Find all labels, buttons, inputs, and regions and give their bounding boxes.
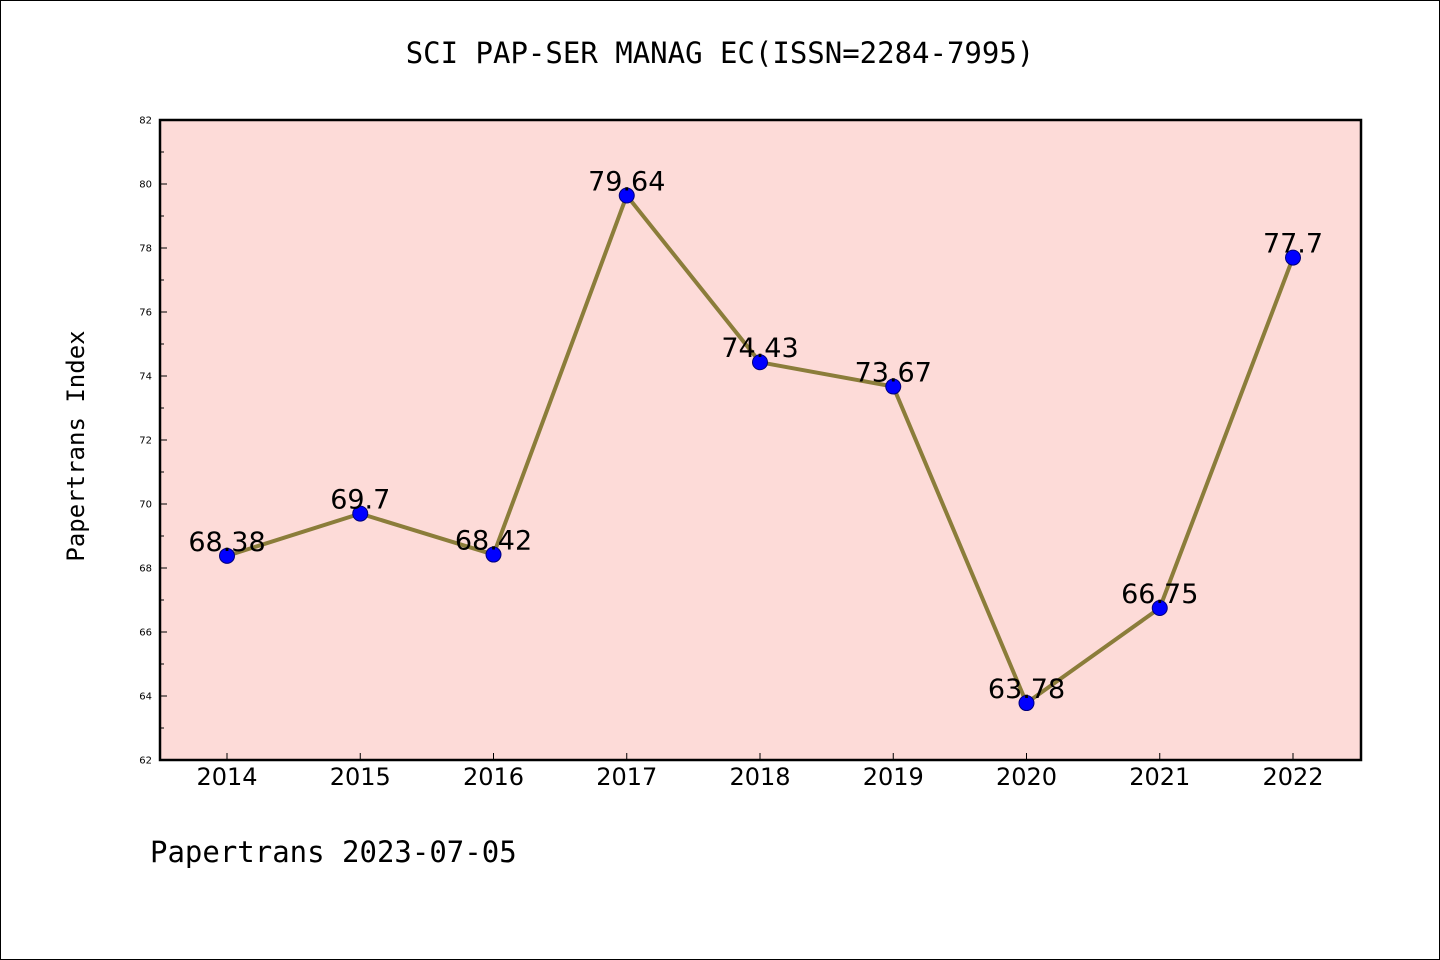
data-label: 66.75 xyxy=(1121,579,1198,610)
data-label: 63.78 xyxy=(988,674,1065,705)
y-tick-label: 62 xyxy=(139,756,152,767)
footer-note: Papertrans 2023-07-05 xyxy=(150,835,517,869)
x-tick-label: 2017 xyxy=(596,763,657,791)
plot-border xyxy=(158,118,1363,762)
y-tick-label: 66 xyxy=(139,628,152,639)
x-tick-label: 2016 xyxy=(463,763,524,791)
data-point xyxy=(618,187,635,204)
data-label: 68.42 xyxy=(455,526,532,557)
chart-title: SCI PAP-SER MANAG EC(ISSN=2284-7995) xyxy=(405,36,1035,70)
x-tick-label: 2020 xyxy=(996,763,1057,791)
plot-area xyxy=(160,120,1361,760)
data-point xyxy=(1285,249,1301,266)
data-point xyxy=(485,546,502,563)
data-point xyxy=(352,505,369,522)
data-label: 74.43 xyxy=(721,333,798,364)
data-point xyxy=(885,378,902,395)
data-label: 77.7 xyxy=(1263,229,1323,260)
data-label: 69.7 xyxy=(330,485,390,516)
y-tick-label: 70 xyxy=(139,500,152,511)
x-tick-label: 2018 xyxy=(729,763,790,791)
x-tick-label: 2015 xyxy=(330,763,391,791)
data-point xyxy=(1018,695,1035,712)
data-point xyxy=(219,547,235,564)
y-tick-label: 78 xyxy=(139,244,152,255)
y-tick-label: 82 xyxy=(139,116,152,127)
data-label: 68.38 xyxy=(188,527,265,558)
x-tick-label: 2021 xyxy=(1129,763,1190,791)
y-tick-label: 76 xyxy=(139,308,152,319)
data-label: 79.64 xyxy=(588,167,665,198)
x-tick-label: 2022 xyxy=(1262,763,1323,791)
data-point xyxy=(1151,600,1168,616)
data-label: 73.67 xyxy=(855,358,932,389)
data-point xyxy=(752,354,768,371)
y-tick-label: 68 xyxy=(139,564,152,575)
y-tick-label: 74 xyxy=(139,372,152,383)
x-tick-label: 2014 xyxy=(196,763,257,791)
x-tick-label: 2019 xyxy=(863,763,924,791)
y-tick-label: 72 xyxy=(139,436,152,447)
y-tick-label: 80 xyxy=(139,180,152,191)
y-tick-label: 64 xyxy=(139,692,152,703)
